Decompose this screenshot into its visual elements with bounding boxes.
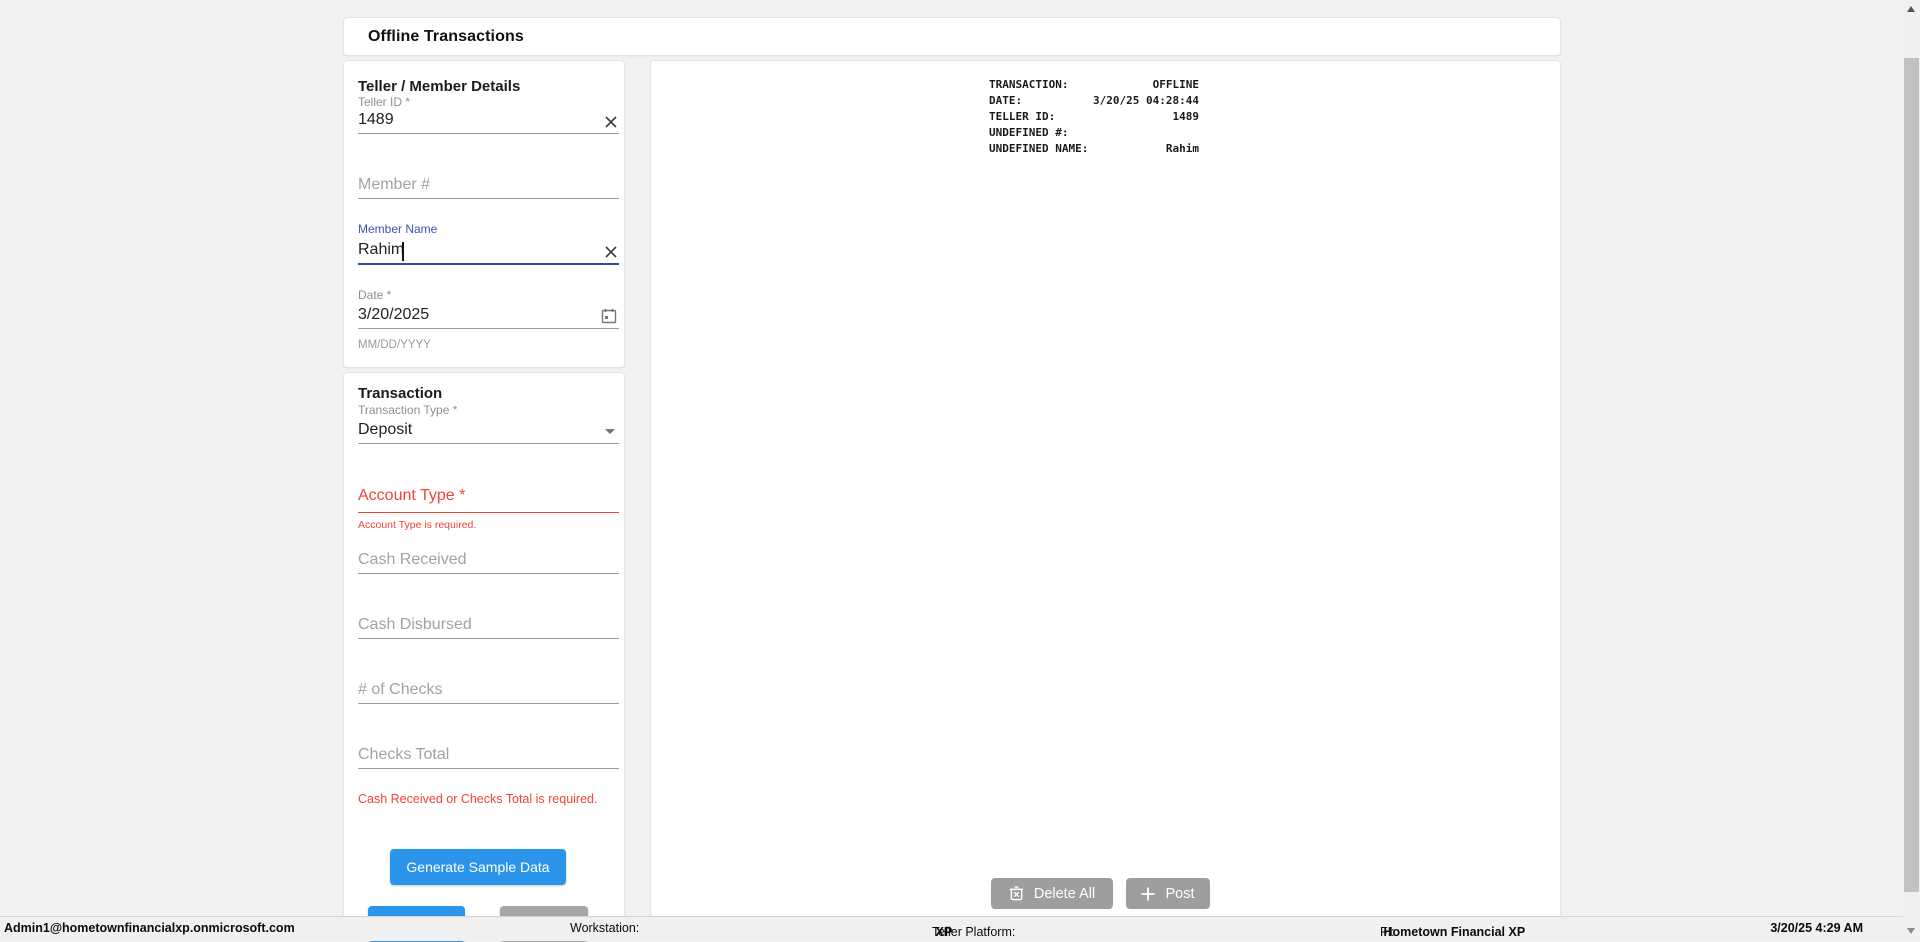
num-checks-input[interactable] [358,681,619,704]
receipt-row: DATE: 3/20/25 04:28:44 [989,94,1199,107]
member-number-input[interactable] [358,176,619,199]
receipt-row: UNDEFINED #: [989,126,1069,139]
vertical-scrollbar[interactable] [1903,0,1920,941]
page-title: Offline Transactions [368,28,524,45]
page-header: Offline Transactions [343,17,1561,56]
status-bar: Admin1@hometownfinancialxp.onmicrosoft.c… [0,916,1903,941]
account-type-underline [358,512,619,513]
teller-member-details-card: Teller / Member Details Teller ID * Memb… [343,60,625,368]
teller-id-input[interactable] [358,111,619,134]
checks-total-input[interactable] [358,746,619,769]
plus-icon [1141,887,1155,900]
clear-teller-id-icon[interactable] [603,114,619,130]
receipt-row: TRANSACTION: OFFLINE [989,78,1199,91]
status-platform: Teller Platform: XP [932,925,1016,939]
trash-icon [1009,886,1023,901]
clear-member-name-icon[interactable] [603,244,619,260]
date-format-hint: MM/DD/YYYY [358,339,431,351]
chevron-down-icon[interactable] [605,429,615,434]
receipt-row: UNDEFINED NAME: Rahim [989,142,1199,155]
transaction-section-title: Transaction [358,385,443,402]
cash-received-input[interactable] [358,551,619,574]
account-type-error: Account Type is required. [358,519,477,531]
scroll-down-arrow-icon[interactable] [1907,928,1915,934]
member-name-input[interactable] [358,241,619,265]
date-label: Date * [358,288,392,302]
transaction-type-value[interactable] [358,421,619,444]
status-workstation-label: Workstation: [570,921,640,935]
scroll-up-arrow-icon[interactable] [1907,6,1915,12]
account-type-field[interactable]: Account Type * [358,487,466,504]
status-fi: FI: Hometown Financial XP [1380,925,1526,939]
status-datetime: 3/20/25 4:29 AM [1770,921,1863,935]
status-user: Admin1@hometownfinancialxp.onmicrosoft.c… [4,921,295,935]
delete-all-button[interactable]: Delete All [991,878,1113,909]
teller-id-label: Teller ID * [358,95,411,109]
generate-sample-data-button[interactable]: Generate Sample Data [390,849,566,885]
post-button[interactable]: Post [1126,878,1210,909]
transaction-card: Transaction Transaction Type * Account T… [343,372,625,942]
text-cursor [402,242,404,261]
transaction-type-select[interactable] [358,421,619,444]
cash-disbursed-input[interactable] [358,616,619,639]
transaction-type-label: Transaction Type * [358,403,458,417]
transaction-preview-panel: TRANSACTION: OFFLINE DATE: 3/20/25 04:28:4… [650,60,1561,917]
date-input[interactable] [358,306,619,329]
calendar-icon[interactable] [601,308,617,324]
member-name-label: Member Name [358,222,438,236]
transaction-receipt: TRANSACTION: OFFLINE DATE: 3/20/25 04:28:4… [989,77,1199,157]
form-error-message: Cash Received or Checks Total is require… [358,792,598,806]
scrollbar-thumb[interactable] [1904,58,1919,892]
teller-member-section-title: Teller / Member Details [358,78,521,95]
receipt-row: TELLER ID: 1489 [989,110,1199,123]
